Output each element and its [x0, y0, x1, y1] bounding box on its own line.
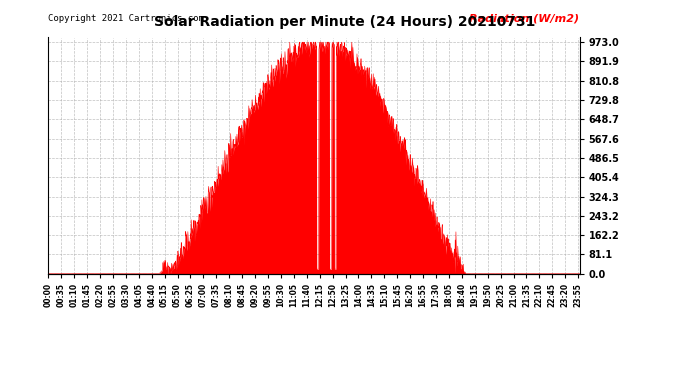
Text: Copyright 2021 Cartronics.com: Copyright 2021 Cartronics.com: [48, 14, 204, 23]
Text: Solar Radiation per Minute (24 Hours) 20210731: Solar Radiation per Minute (24 Hours) 20…: [155, 15, 535, 29]
Text: Radiation (W/m2): Radiation (W/m2): [469, 13, 580, 23]
